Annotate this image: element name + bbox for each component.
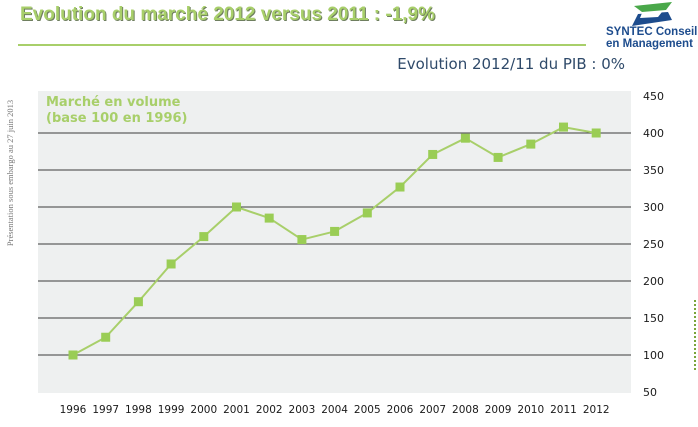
data-point: [559, 122, 568, 132]
data-point: [395, 182, 405, 192]
y-tick-label: 400: [643, 127, 664, 140]
right-edge-dots: [694, 300, 698, 370]
data-point: [526, 139, 536, 149]
logo-line-2: en Management: [606, 38, 693, 50]
data-point: [460, 133, 470, 143]
y-tick-label: 250: [643, 238, 664, 251]
title-underline: [18, 44, 586, 46]
x-tick-label: 2006: [387, 404, 414, 416]
data-point: [264, 213, 274, 223]
data-point: [591, 128, 601, 138]
x-tick-label: 2001: [223, 404, 250, 416]
series-line: [72, 126, 597, 356]
y-tick-label: 450: [643, 90, 664, 103]
data-point: [199, 232, 209, 242]
y-tick-label: 150: [643, 312, 664, 325]
x-tick-label: 2012: [583, 404, 610, 416]
data-point: [232, 202, 241, 212]
x-tick-label: 2000: [190, 404, 217, 416]
y-tick-label: 100: [643, 349, 664, 362]
logo-line-1: SYNTEC Conseil: [606, 26, 698, 38]
x-tick-label: 2003: [289, 404, 316, 416]
x-tick-label: 2004: [321, 404, 348, 416]
y-tick-label: 300: [643, 201, 664, 214]
x-tick-label: 2009: [485, 404, 512, 416]
x-tick-label: 2005: [354, 404, 381, 416]
series-label-line-2: (base 100 en 1996): [46, 111, 188, 126]
x-tick-label: 1997: [92, 404, 119, 416]
y-tick-label: 200: [643, 275, 664, 288]
data-point: [362, 208, 372, 218]
x-tick-label: 2008: [452, 404, 479, 416]
x-tick-label: 2010: [517, 404, 544, 416]
x-tick-label: 1998: [125, 404, 152, 416]
data-point: [101, 332, 111, 342]
y-tick-label: 50: [643, 386, 657, 399]
chart-title: Evolution du marché 2012 versus 2011 : -…: [20, 4, 436, 25]
gdp-evolution-subtitle: Evolution 2012/11 du PIB : 0%: [397, 55, 625, 73]
data-point: [166, 259, 176, 269]
series-label: Marché en volume (base 100 en 1996): [46, 95, 187, 127]
series-label-line-1: Marché en volume: [46, 95, 181, 110]
syntec-logo-mark: [632, 2, 672, 26]
data-point: [330, 226, 340, 236]
data-point: [68, 350, 78, 360]
data-point: [428, 149, 438, 159]
logo-text: SYNTEC Conseil en Management: [606, 26, 698, 50]
x-tick-label: 2002: [256, 404, 283, 416]
syntec-logo: SYNTEC Conseil en Management: [606, 0, 698, 54]
data-point: [133, 297, 143, 307]
x-tick-label: 1996: [60, 404, 87, 416]
data-point: [297, 235, 307, 245]
x-tick-label: 2011: [550, 404, 577, 416]
data-point: [493, 152, 503, 162]
x-tick-label: 1999: [158, 404, 185, 416]
x-tick-label: 2007: [419, 404, 446, 416]
y-tick-label: 350: [643, 164, 664, 177]
